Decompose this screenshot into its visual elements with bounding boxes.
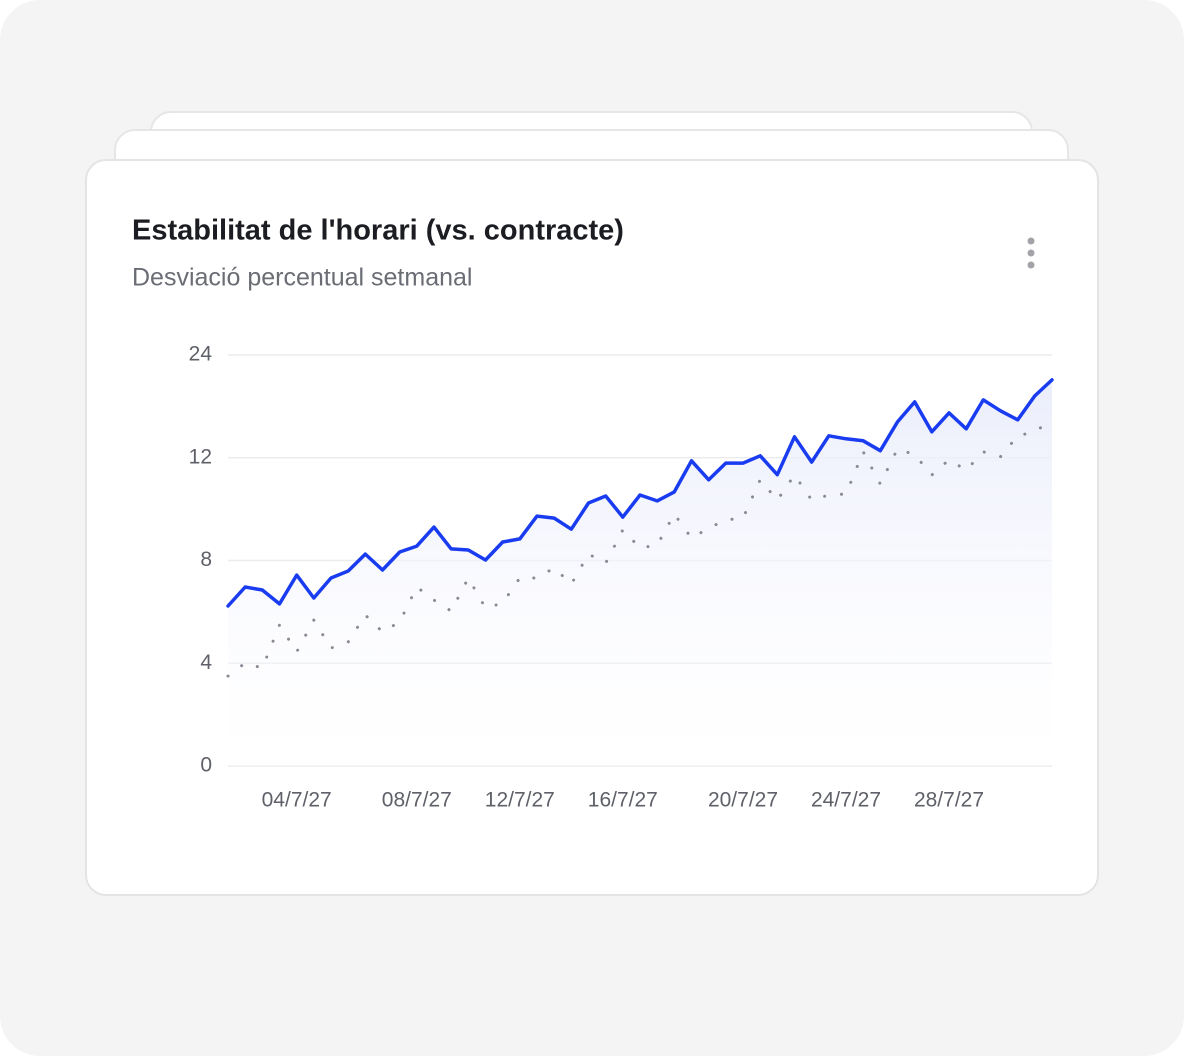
menu-button[interactable] [1027, 237, 1035, 269]
y-tick-label: 4 [200, 651, 212, 674]
chart-title: Estabilitat de l'horari (vs. contracte) [132, 215, 624, 247]
y-tick-label: 12 [189, 445, 212, 468]
menu-dot[interactable] [1027, 261, 1035, 269]
x-tick-label: 24/7/27 [811, 789, 881, 812]
menu-dot[interactable] [1027, 237, 1035, 245]
y-tick-label: 24 [189, 343, 213, 366]
menu-dot[interactable] [1027, 249, 1035, 257]
x-tick-label: 20/7/27 [708, 789, 778, 812]
line [226, 378, 1054, 608]
x-tick-label: 04/7/27 [262, 789, 332, 812]
y-tick-label: 8 [200, 548, 212, 571]
x-tick-label: 08/7/27 [382, 789, 452, 812]
x-tick-label: 16/7/27 [588, 789, 658, 812]
y-tick-label: 0 [200, 754, 212, 777]
x-tick-label: 12/7/27 [485, 789, 555, 812]
area [228, 379, 1052, 766]
x-tick-label: 28/7/27 [914, 789, 984, 812]
chart-subtitle: Desviació percentual setmanal [132, 264, 472, 292]
